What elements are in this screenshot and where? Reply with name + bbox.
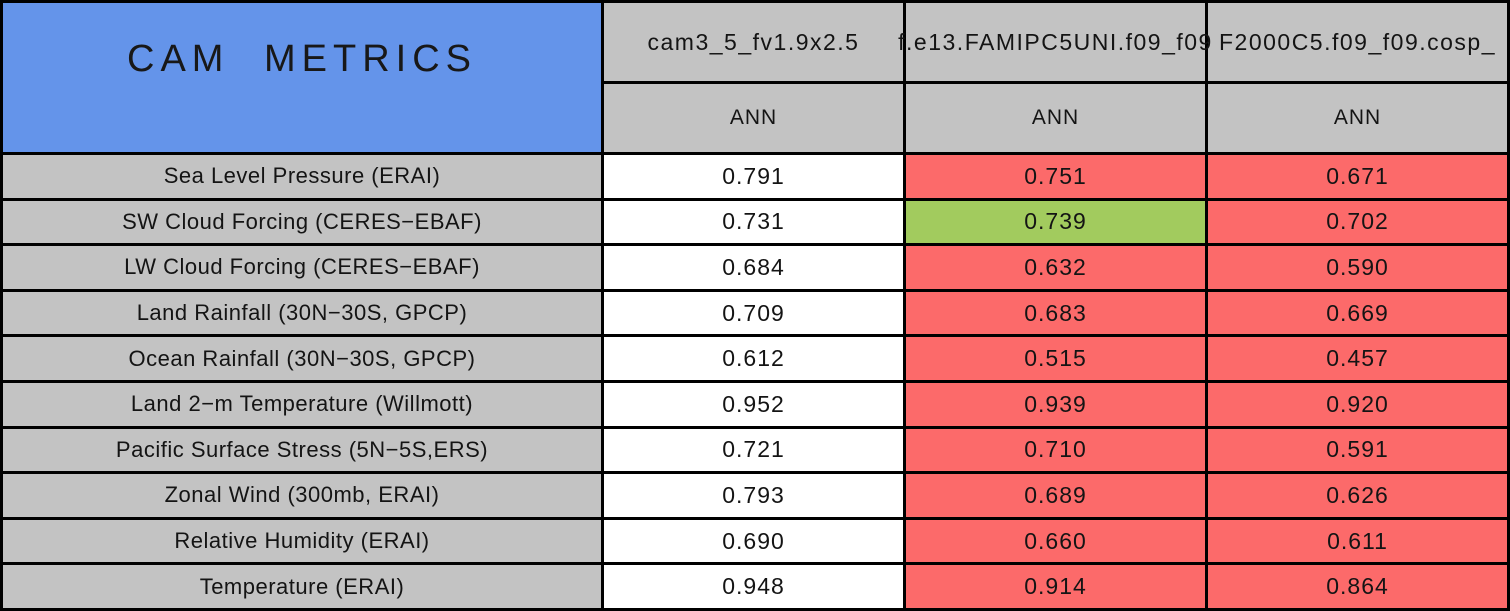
metric-value: 0.660 — [906, 519, 1205, 563]
metric-value: 0.914 — [906, 565, 1205, 608]
metric-value: 0.632 — [906, 246, 1205, 289]
metric-label-text: Land Rainfall (30N−30S, GPCP) — [136, 300, 468, 326]
metric-value: 0.671 — [1208, 155, 1507, 198]
metric-label: Pacific Surface Stress (5N−5S,ERS) — [3, 428, 601, 472]
metric-label-text: Relative Humidity (ERAI) — [174, 528, 430, 554]
metric-value-text: 0.632 — [1024, 253, 1087, 280]
metric-value: 0.626 — [1208, 474, 1507, 517]
page-title: CAM METRICS — [127, 38, 477, 80]
column-header-case-1: cam3_5_fv1.9x2.5 — [604, 3, 903, 81]
metric-value-text: 0.702 — [1326, 208, 1389, 235]
metric-value: 0.920 — [1208, 382, 1507, 426]
metric-value: 0.721 — [604, 428, 903, 472]
metric-value: 0.515 — [906, 337, 1205, 380]
metric-value-text: 0.948 — [722, 573, 785, 600]
metric-value: 0.751 — [906, 155, 1205, 198]
metric-value-text: 0.739 — [1024, 208, 1087, 235]
metric-value: 0.591 — [1208, 428, 1507, 472]
metric-value-text: 0.660 — [1024, 527, 1087, 554]
table-title-cell: CAM METRICS — [3, 3, 601, 152]
metric-value: 0.611 — [1208, 519, 1507, 563]
metric-value: 0.684 — [604, 246, 903, 289]
metric-label-text: LW Cloud Forcing (CERES−EBAF) — [124, 254, 480, 280]
metric-value-text: 0.920 — [1326, 390, 1389, 417]
metric-value: 0.590 — [1208, 246, 1507, 289]
metric-value: 0.669 — [1208, 291, 1507, 335]
metric-value: 0.709 — [604, 291, 903, 335]
metric-value: 0.690 — [604, 519, 903, 563]
metric-value-text: 0.751 — [1024, 162, 1087, 189]
metric-value-text: 0.710 — [1024, 436, 1087, 463]
metric-value: 0.731 — [604, 200, 903, 244]
metric-value-text: 0.669 — [1326, 299, 1389, 326]
metric-value-text: 0.626 — [1326, 481, 1389, 508]
metric-label: Temperature (ERAI) — [3, 565, 601, 608]
metric-label-text: SW Cloud Forcing (CERES−EBAF) — [122, 208, 482, 234]
metric-label: Zonal Wind (300mb, ERAI) — [3, 474, 601, 517]
metric-value: 0.710 — [906, 428, 1205, 472]
metric-label-text: Land 2−m Temperature (Willmott) — [130, 391, 474, 417]
case-name-3: F2000C5.f09_f09.cosp_ — [1218, 28, 1496, 55]
metric-value-text: 0.689 — [1024, 481, 1087, 508]
metric-value: 0.864 — [1208, 565, 1507, 608]
column-header-case-2: f.e13.FAMIPC5UNI.f09_f09 — [898, 3, 1211, 81]
metric-value: 0.948 — [604, 565, 903, 608]
season-label-3: ANN — [1333, 106, 1382, 129]
column-header-season-2: ANN — [906, 84, 1205, 152]
metric-value: 0.689 — [906, 474, 1205, 517]
metric-value-text: 0.612 — [722, 345, 785, 372]
metric-label: SW Cloud Forcing (CERES−EBAF) — [3, 200, 601, 244]
column-header-case-3: F2000C5.f09_f09.cosp_ — [1208, 3, 1507, 81]
season-label-2: ANN — [1031, 106, 1080, 129]
season-label-1: ANN — [729, 106, 778, 129]
metric-value-text: 0.671 — [1326, 162, 1389, 189]
metric-value-text: 0.731 — [722, 208, 785, 235]
column-header-season-1: ANN — [604, 84, 903, 152]
metric-label: Land Rainfall (30N−30S, GPCP) — [3, 291, 601, 335]
metric-value: 0.683 — [906, 291, 1205, 335]
metric-value: 0.457 — [1208, 337, 1507, 380]
metric-value-text: 0.591 — [1326, 436, 1389, 463]
metric-label-text: Ocean Rainfall (30N−30S, GPCP) — [128, 345, 476, 371]
metric-label: Sea Level Pressure (ERAI) — [3, 155, 601, 198]
metric-value-text: 0.791 — [722, 162, 785, 189]
metric-value-text: 0.721 — [722, 436, 785, 463]
metric-label: LW Cloud Forcing (CERES−EBAF) — [3, 246, 601, 289]
metric-label: Land 2−m Temperature (Willmott) — [3, 382, 601, 426]
metric-value: 0.793 — [604, 474, 903, 517]
metric-value-text: 0.684 — [722, 253, 785, 280]
metric-value-text: 0.793 — [722, 481, 785, 508]
metric-value-text: 0.914 — [1024, 573, 1087, 600]
metric-value-text: 0.709 — [722, 299, 785, 326]
metric-value-text: 0.683 — [1024, 299, 1087, 326]
metric-value: 0.739 — [906, 200, 1205, 244]
metric-value-text: 0.939 — [1024, 390, 1087, 417]
metric-value-text: 0.952 — [722, 390, 785, 417]
metric-value-text: 0.864 — [1326, 573, 1389, 600]
metric-value-text: 0.457 — [1326, 345, 1389, 372]
metric-value: 0.791 — [604, 155, 903, 198]
metric-value: 0.612 — [604, 337, 903, 380]
metric-label: Relative Humidity (ERAI) — [3, 519, 601, 563]
metric-label-text: Sea Level Pressure (ERAI) — [163, 163, 441, 189]
metric-value: 0.702 — [1208, 200, 1507, 244]
metric-value-text: 0.590 — [1326, 253, 1389, 280]
case-name-1: cam3_5_fv1.9x2.5 — [647, 28, 860, 55]
column-header-season-3: ANN — [1208, 84, 1507, 152]
metric-value-text: 0.611 — [1327, 527, 1388, 554]
metric-label-text: Temperature (ERAI) — [199, 573, 405, 599]
metric-label: Ocean Rainfall (30N−30S, GPCP) — [3, 337, 601, 380]
case-name-2: f.e13.FAMIPC5UNI.f09_f09 — [898, 28, 1213, 55]
metric-label-text: Zonal Wind (300mb, ERAI) — [164, 482, 440, 508]
metric-label-text: Pacific Surface Stress (5N−5S,ERS) — [115, 436, 489, 462]
metric-value: 0.952 — [604, 382, 903, 426]
metric-value-text: 0.690 — [722, 527, 785, 554]
metric-value: 0.939 — [906, 382, 1205, 426]
metric-value-text: 0.515 — [1024, 345, 1087, 372]
